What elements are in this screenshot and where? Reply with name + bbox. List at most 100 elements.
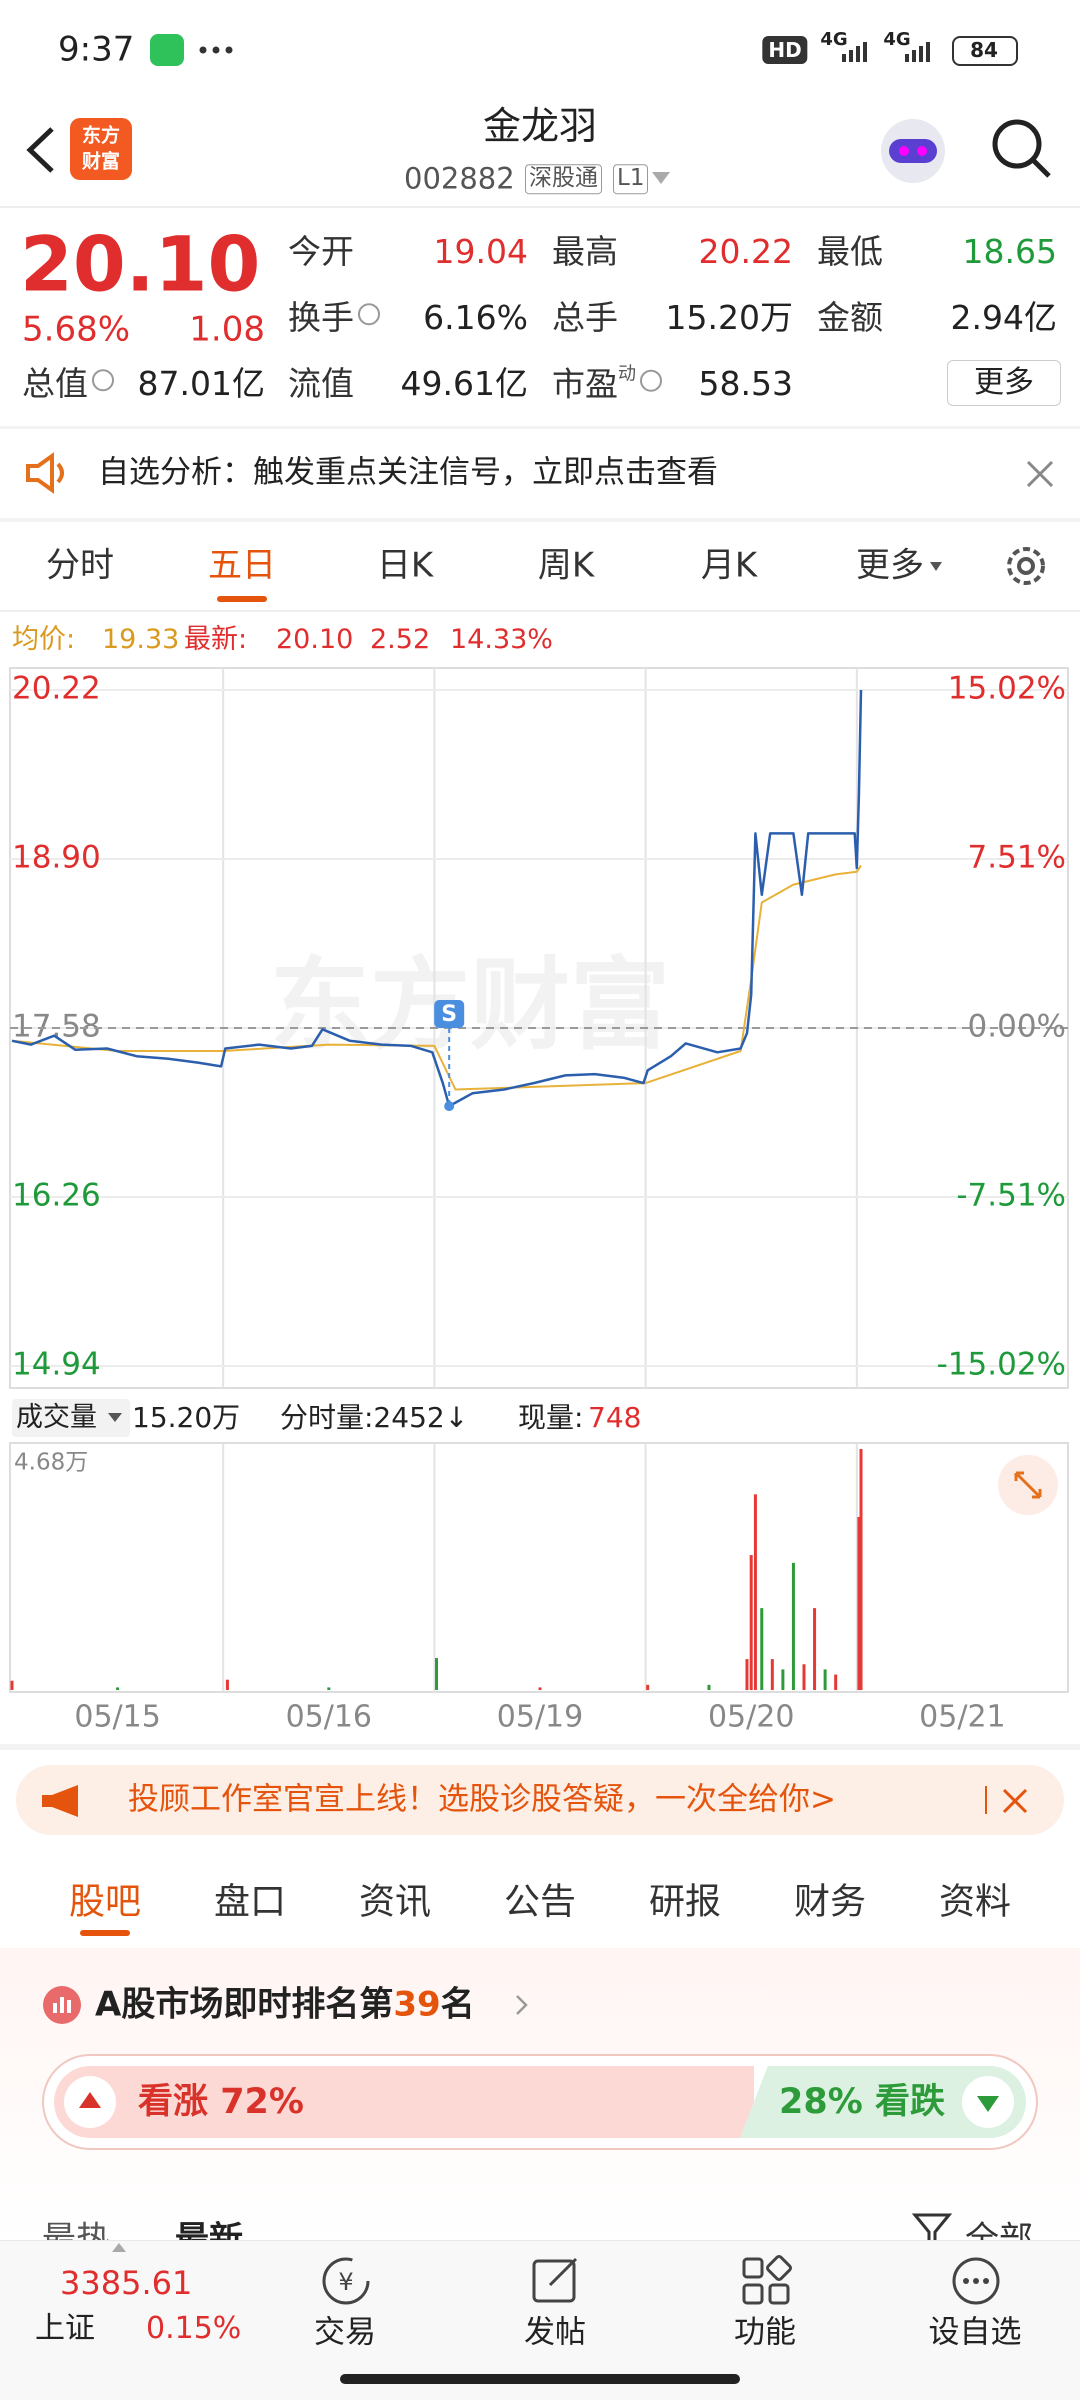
volume-bar: [791, 1562, 795, 1690]
search-button[interactable]: [985, 112, 1057, 184]
index-value[interactable]: 3385.61: [60, 2263, 193, 2302]
y-tick-label: 17.58: [12, 1009, 101, 1045]
close-button[interactable]: [1026, 460, 1054, 488]
battery-level: 84: [970, 38, 998, 62]
volume-bar: [813, 1608, 817, 1690]
bearish-button[interactable]: [958, 2072, 1018, 2132]
tab[interactable]: 五日: [208, 545, 276, 586]
tab[interactable]: 研报: [648, 1881, 722, 1923]
tab-indicator: [217, 596, 267, 602]
stat-value: 20.22: [698, 232, 793, 272]
divider: [0, 518, 1080, 522]
stock-code: 002882: [404, 161, 515, 196]
x-tick-label: 05/20: [708, 1700, 794, 1735]
ad-banner[interactable]: [16, 1765, 1064, 1835]
stat-label: 总手: [552, 298, 618, 338]
tab[interactable]: 盘口: [213, 1881, 287, 1923]
volume-label[interactable]: 成交量: [16, 1401, 97, 1433]
rank-text[interactable]: A股市场即时排名第39名: [95, 1985, 475, 2026]
avg-label: 均价:: [12, 623, 76, 655]
stat-label: 换手: [288, 298, 380, 338]
bullish-button[interactable]: [60, 2072, 120, 2132]
y-tick-label: 20.22: [12, 671, 101, 707]
nav-item[interactable]: 设自选: [928, 2314, 1022, 2351]
stat-label-text: 流值: [288, 364, 354, 404]
y-tick-label: 14.94: [12, 1347, 101, 1383]
ad-text[interactable]: 投顾工作室官宣上线！选股诊股答疑，一次全给你>: [128, 1781, 836, 1818]
settings-button[interactable]: [1000, 540, 1052, 592]
volume-bar: [646, 1684, 650, 1690]
volume-selector[interactable]: [12, 1399, 130, 1437]
logo-text: 东方: [81, 124, 121, 147]
back-button[interactable]: [20, 125, 60, 175]
ad-close[interactable]: [1002, 1788, 1028, 1814]
function-icon: [742, 2255, 792, 2305]
nav-item[interactable]: 发帖: [524, 2314, 586, 2351]
stat-value: 6.16%: [423, 298, 528, 338]
period-change: 2.52: [370, 623, 431, 655]
more-button[interactable]: 更多: [947, 360, 1061, 406]
bullish-label: 看涨: [138, 2082, 209, 2122]
stat-value: 19.04: [433, 232, 528, 272]
tab[interactable]: 股吧: [68, 1881, 142, 1923]
tab[interactable]: 分时: [46, 545, 114, 586]
volume-bar: [802, 1664, 806, 1690]
post-icon: [532, 2257, 578, 2303]
stat-label: 金额: [817, 298, 883, 338]
index-change[interactable]: 0.15%: [146, 2311, 242, 2346]
volume-bar: [327, 1687, 331, 1690]
logo-text: 财富: [81, 150, 121, 173]
tab[interactable]: 财务: [793, 1881, 867, 1923]
assistant-avatar[interactable]: [875, 113, 951, 189]
bearish-text: 28% 看跌: [779, 2081, 945, 2123]
sentiment-bar: [54, 2066, 1026, 2138]
separator: [985, 1786, 987, 1814]
dropdown-arrow[interactable]: [652, 172, 670, 186]
nav-item[interactable]: 功能: [734, 2314, 796, 2351]
change-percent: 5.68%: [22, 309, 131, 350]
stat-value: 49.61亿: [400, 364, 528, 404]
volume-bar: [834, 1674, 838, 1690]
stat-label-text: 金额: [817, 298, 883, 338]
chevron: [516, 1995, 528, 2015]
stock-tag: 深股通: [525, 164, 602, 194]
volume-bar: [781, 1669, 785, 1690]
index-arrow: [112, 2243, 126, 2252]
stat-value: 18.65: [962, 232, 1057, 272]
rank-suffix: 名: [440, 1984, 475, 2025]
index-name[interactable]: 上证: [35, 2311, 95, 2346]
latest-price: 20.10: [276, 623, 354, 655]
tab[interactable]: 资料: [938, 1881, 1012, 1923]
tab[interactable]: 日K: [376, 545, 434, 586]
trade-icon: ¥: [322, 2257, 370, 2305]
bearish-value: 28%: [779, 2082, 863, 2122]
tab[interactable]: 公告: [503, 1881, 577, 1923]
average-line: [11, 864, 862, 1091]
current-volume-label: 现量:: [518, 1401, 584, 1435]
tick-volume: 分时量:2452↓: [280, 1401, 469, 1435]
hd-badge: HD: [762, 36, 808, 64]
tab[interactable]: 月K: [700, 545, 758, 586]
network-label: 4G: [820, 29, 848, 51]
tab[interactable]: 更多: [856, 545, 924, 586]
stat-label-text: 换手: [288, 298, 354, 338]
latest-label: 最新:: [184, 623, 248, 655]
stat-label: 流值: [288, 364, 354, 404]
divider: [0, 1744, 1080, 1750]
stat-label-text: 最高: [552, 232, 618, 272]
volume-frame: [9, 1442, 1069, 1693]
notice-text[interactable]: 自选分析：触发重点关注信号，立即点击查看: [98, 454, 718, 491]
stat-label-sup: 动: [618, 363, 636, 385]
tab-indicator: [80, 1930, 130, 1936]
annotation-label: S: [441, 1002, 457, 1027]
dropdown-arrow: [930, 562, 942, 571]
volume-bar: [753, 1494, 757, 1690]
tab[interactable]: 资讯: [358, 1881, 432, 1923]
volume-bar: [749, 1555, 753, 1690]
annotation-point: [444, 1101, 455, 1112]
volume-bar: [10, 1680, 14, 1690]
volume-bar: [823, 1669, 827, 1690]
nav-item[interactable]: 交易: [314, 2314, 376, 2351]
tab[interactable]: 周K: [537, 545, 595, 586]
